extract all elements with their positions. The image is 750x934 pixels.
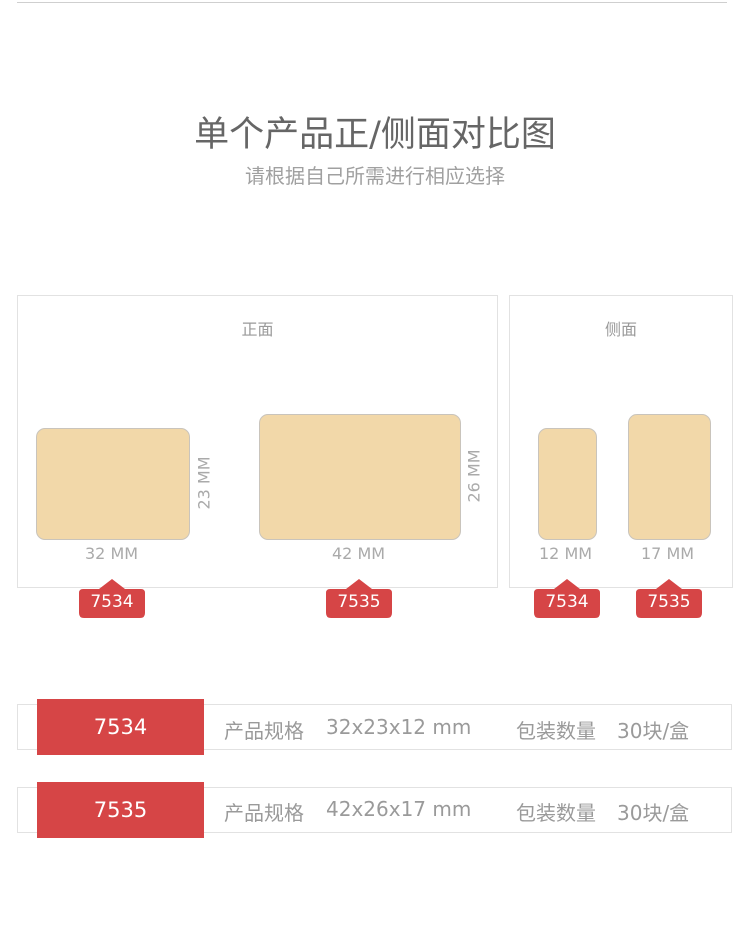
width-label: 12 MM <box>539 544 593 563</box>
divider <box>17 2 727 3</box>
front-panel: 正面 <box>17 295 498 588</box>
spec-code: 7534 <box>37 699 204 755</box>
height-label: 26 MM <box>464 449 484 503</box>
code-tag: 7535 <box>636 579 702 618</box>
pack-label: 包装数量 <box>516 719 596 743</box>
side-panel-title: 侧面 <box>604 320 637 339</box>
spec-value: 32x23x12 mm <box>326 715 472 739</box>
product-front-7535 <box>259 414 461 540</box>
tag-label: 7535 <box>647 592 691 612</box>
page-subtitle: 请根据自己所需进行相应选择 <box>245 164 505 188</box>
code-tag: 7534 <box>534 579 600 618</box>
pack-value: 30块/盒 <box>617 719 690 743</box>
pack-label: 包装数量 <box>516 801 596 825</box>
width-label: 32 MM <box>85 544 139 563</box>
height-label: 23 MM <box>194 456 214 510</box>
spec-label: 产品规格 <box>224 719 304 743</box>
spec-label: 产品规格 <box>224 801 304 825</box>
tag-label: 7535 <box>337 592 381 612</box>
page-title: 单个产品正/侧面对比图 <box>194 115 556 155</box>
spec-code: 7535 <box>37 782 204 838</box>
side-panel: 侧面 <box>509 295 733 588</box>
pack-value: 30块/盒 <box>617 801 690 825</box>
tag-label: 7534 <box>90 592 134 612</box>
product-side-7535 <box>628 414 711 540</box>
product-front-7534 <box>36 428 190 540</box>
tag-label: 7534 <box>545 592 589 612</box>
code-tag: 7535 <box>326 579 392 618</box>
spec-row <box>17 704 732 750</box>
code-tag: 7534 <box>79 579 145 618</box>
spec-value: 42x26x17 mm <box>326 797 472 821</box>
product-side-7534 <box>538 428 597 540</box>
width-label: 17 MM <box>641 544 695 563</box>
front-panel-title: 正面 <box>241 320 274 339</box>
width-label: 42 MM <box>332 544 386 563</box>
spec-row <box>17 787 732 833</box>
